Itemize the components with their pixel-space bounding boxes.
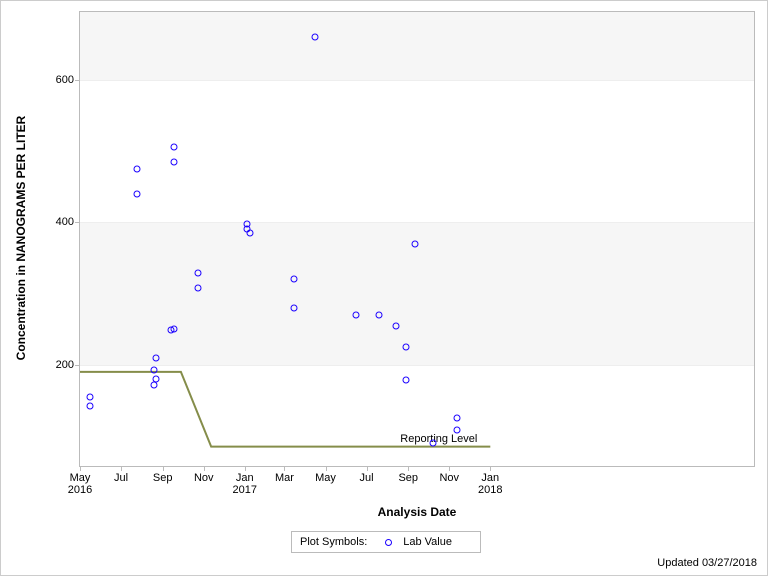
data-point bbox=[153, 375, 160, 382]
x-tick-mark bbox=[490, 466, 491, 471]
updated-date-text: Updated 03/27/2018 bbox=[657, 557, 757, 569]
x-tick-mark bbox=[80, 466, 81, 471]
x-tick-mark bbox=[284, 466, 285, 471]
data-point bbox=[352, 311, 359, 318]
data-point bbox=[243, 220, 250, 227]
data-point bbox=[411, 240, 418, 247]
x-tick-mark bbox=[121, 466, 122, 471]
legend: Plot Symbols: Lab Value bbox=[291, 531, 481, 553]
y-tick-mark bbox=[75, 365, 80, 366]
data-point bbox=[171, 326, 178, 333]
legend-marker-wrap bbox=[377, 539, 399, 546]
data-point bbox=[194, 284, 201, 291]
legend-title: Plot Symbols: bbox=[300, 536, 367, 548]
x-tick-mark bbox=[408, 466, 409, 471]
grid-stripe bbox=[80, 12, 754, 80]
data-point bbox=[376, 311, 383, 318]
lab-value-marker-icon bbox=[385, 539, 392, 546]
reporting-level-label: Reporting Level bbox=[400, 433, 477, 445]
grid-line bbox=[80, 222, 754, 223]
data-point bbox=[453, 415, 460, 422]
data-point bbox=[403, 343, 410, 350]
grid-line bbox=[80, 365, 754, 366]
data-point bbox=[453, 427, 460, 434]
data-point bbox=[312, 33, 319, 40]
data-point bbox=[194, 270, 201, 277]
y-tick-mark bbox=[75, 80, 80, 81]
y-axis-title: Concentration in NANOGRAMS PER LITER bbox=[14, 88, 28, 388]
x-tick-mark bbox=[326, 466, 327, 471]
data-point bbox=[134, 165, 141, 172]
legend-item-label: Lab Value bbox=[403, 536, 452, 548]
data-point bbox=[290, 304, 297, 311]
x-tick-mark bbox=[245, 466, 246, 471]
data-point bbox=[247, 229, 254, 236]
data-point bbox=[171, 144, 178, 151]
data-point bbox=[153, 354, 160, 361]
x-tick-mark bbox=[449, 466, 450, 471]
data-point bbox=[403, 377, 410, 384]
y-tick-mark bbox=[75, 222, 80, 223]
data-point bbox=[134, 190, 141, 197]
data-point bbox=[150, 367, 157, 374]
x-tick-mark bbox=[204, 466, 205, 471]
plot-area: Reporting Level 200400600May 2016JulSepN… bbox=[79, 11, 755, 467]
data-point bbox=[171, 158, 178, 165]
data-point bbox=[87, 393, 94, 400]
x-tick-mark bbox=[163, 466, 164, 471]
x-axis-title: Analysis Date bbox=[317, 505, 517, 519]
data-point bbox=[87, 403, 94, 410]
grid-line bbox=[80, 80, 754, 81]
data-point bbox=[393, 322, 400, 329]
chart-container: Reporting Level 200400600May 2016JulSepN… bbox=[0, 0, 768, 576]
x-tick-mark bbox=[367, 466, 368, 471]
data-point bbox=[290, 276, 297, 283]
data-point bbox=[430, 440, 437, 447]
